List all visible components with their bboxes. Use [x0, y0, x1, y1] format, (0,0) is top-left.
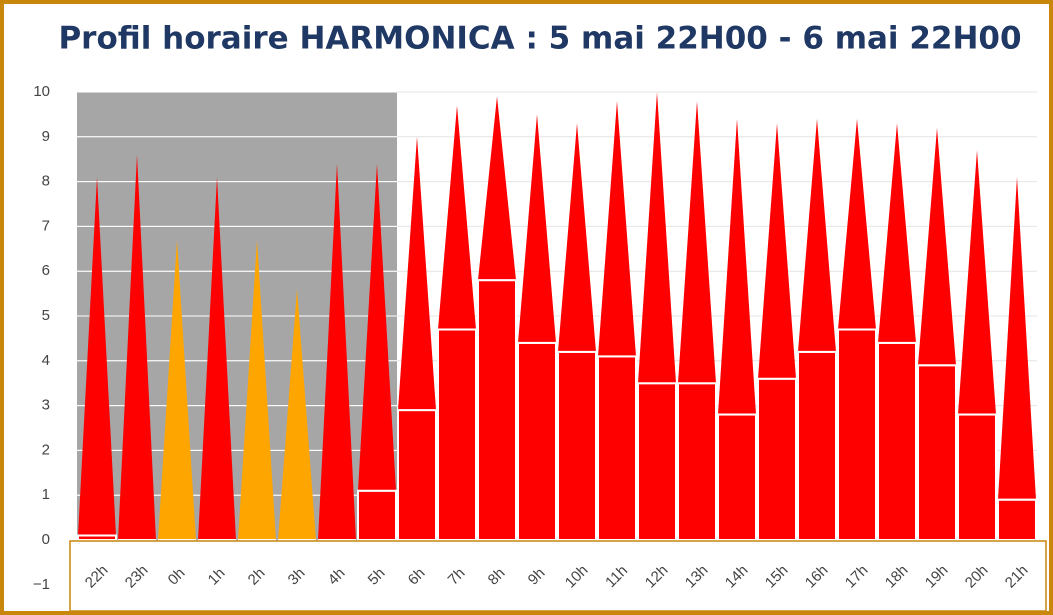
- bar: [757, 377, 797, 541]
- bar: [957, 413, 997, 541]
- peak: [198, 177, 236, 540]
- y-tick-label: 7: [42, 217, 50, 234]
- peak: [158, 239, 196, 540]
- bar: [517, 341, 557, 541]
- y-tick-label: 3: [42, 397, 50, 414]
- peak: [78, 177, 116, 536]
- y-tick-label: 0: [42, 531, 50, 548]
- peak: [718, 118, 756, 415]
- peak: [798, 118, 836, 352]
- bar: [397, 409, 437, 541]
- peak: [238, 239, 276, 540]
- bar: [637, 382, 677, 542]
- peak: [598, 100, 636, 357]
- peak: [638, 92, 676, 384]
- bar: [677, 382, 717, 542]
- bar: [837, 328, 877, 541]
- peak: [518, 114, 556, 343]
- y-tick-label: 8: [42, 173, 50, 190]
- bar: [917, 364, 957, 541]
- bar: [597, 355, 637, 541]
- peak: [958, 150, 996, 415]
- y-tick-label: 2: [42, 441, 50, 458]
- peak: [998, 177, 1036, 500]
- peak: [878, 123, 916, 343]
- peak: [558, 123, 596, 352]
- bar: [477, 279, 517, 541]
- bar: [557, 350, 597, 541]
- y-tick-label: 10: [33, 83, 50, 100]
- peak: [478, 96, 516, 281]
- y-tick-label: −1: [33, 576, 50, 593]
- peak: [678, 100, 716, 384]
- peak: [118, 154, 156, 540]
- x-axis-box: [69, 540, 1047, 612]
- peak: [438, 105, 476, 330]
- peak: [358, 163, 396, 491]
- bar: [877, 341, 917, 541]
- y-tick-label: 4: [42, 352, 50, 369]
- peak: [838, 118, 876, 330]
- y-tick-label: 5: [42, 307, 50, 324]
- peak: [318, 163, 356, 540]
- peak: [398, 136, 436, 411]
- peak: [918, 127, 956, 366]
- y-tick-label: 9: [42, 128, 50, 145]
- y-tick-label: 6: [42, 262, 50, 279]
- bar: [357, 489, 397, 541]
- bar: [797, 350, 837, 541]
- bar: [997, 498, 1037, 541]
- bar: [717, 413, 757, 541]
- peak: [278, 289, 316, 540]
- y-tick-label: 1: [42, 486, 50, 503]
- peak: [758, 123, 796, 379]
- bar: [437, 328, 477, 541]
- chart-title: Profil horaire HARMONICA : 5 mai 22H00 -…: [58, 21, 1021, 57]
